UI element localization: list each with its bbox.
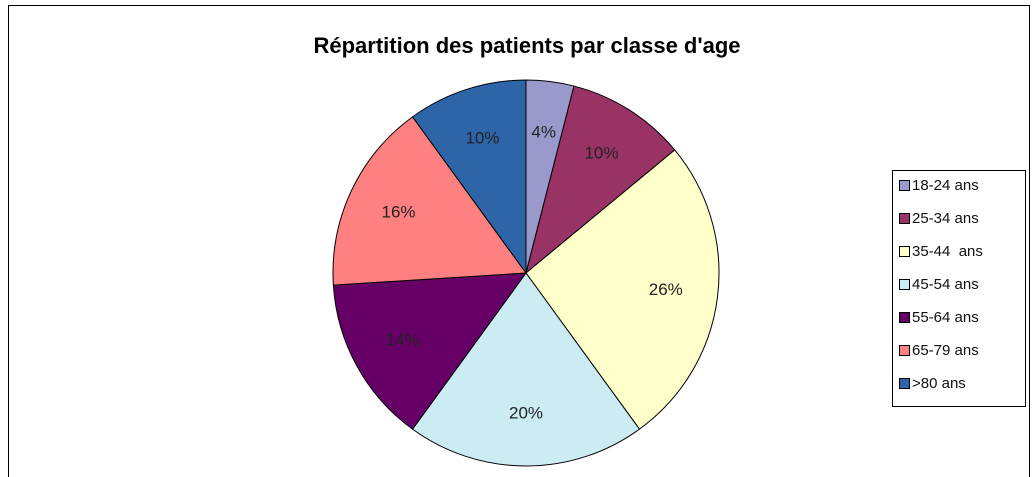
pie-slice: [332, 272, 528, 430]
legend-swatch: [899, 378, 910, 389]
data-label: 10%: [465, 128, 499, 147]
legend-swatch: [899, 312, 910, 323]
legend-label: 55-64 ans: [912, 309, 979, 326]
pie-slice: [411, 79, 527, 275]
data-label: 10%: [584, 144, 618, 163]
legend-label: 65-79 ans: [912, 342, 979, 359]
data-label: 20%: [509, 403, 543, 422]
legend-label: >80 ans: [912, 375, 966, 392]
legend-swatch: [899, 345, 910, 356]
legend-swatch: [899, 180, 910, 191]
legend-label: 25-34 ans: [912, 210, 979, 227]
pie-slice: [525, 149, 720, 430]
legend-swatch: [899, 213, 910, 224]
legend-swatch: [899, 246, 910, 257]
pie-slice: [525, 85, 676, 275]
legend-label: 35-44 ans: [912, 243, 983, 260]
data-label: 14%: [386, 330, 420, 349]
legend-swatch: [899, 279, 910, 290]
pie-slice: [411, 272, 641, 467]
pie-slice: [332, 116, 527, 286]
legend-box: [892, 170, 1026, 407]
data-label: 26%: [649, 280, 683, 299]
data-label: 4%: [531, 123, 556, 142]
legend-label: 18-24 ans: [912, 177, 979, 194]
chart-title: Répartition des patients par classe d'ag…: [313, 33, 740, 58]
data-label: 16%: [382, 202, 416, 221]
legend-label: 45-54 ans: [912, 276, 979, 293]
